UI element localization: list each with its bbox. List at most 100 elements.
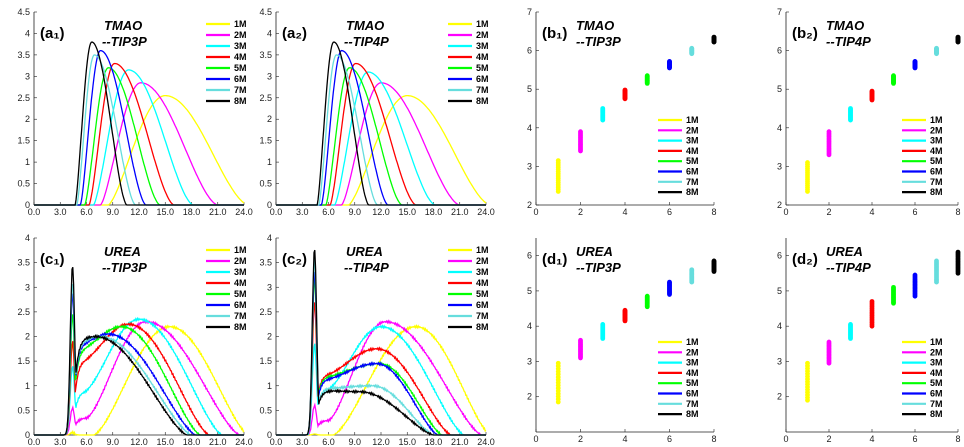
y-tick-label: 3.5 [259, 50, 272, 60]
x-tick-label: 4 [869, 434, 874, 444]
panel-label: (a₂) [282, 25, 307, 42]
y-tick-label: 7 [777, 7, 782, 17]
y-tick-label: 2 [25, 332, 30, 342]
series-line-5M [276, 279, 486, 436]
x-tick-label: 8 [955, 207, 960, 217]
legend-label: 8M [476, 96, 489, 106]
x-tick-label: 3.0 [296, 437, 309, 447]
legend-label: 1M [234, 19, 247, 29]
legend-label: 2M [930, 125, 943, 135]
legend-label: 6M [686, 389, 699, 399]
legend-label: 3M [686, 136, 699, 146]
panel-label: (d₁) [542, 251, 567, 268]
y-tick-label: 6 [527, 251, 532, 261]
y-tick-label: 2 [25, 114, 30, 124]
x-tick-label: 0.0 [270, 437, 283, 447]
legend-label: 5M [686, 378, 699, 388]
legend-label: 3M [930, 358, 943, 368]
chart-title-line1: UREA [576, 244, 613, 259]
legend-label: 4M [686, 146, 699, 156]
x-tick-label: 18.0 [425, 437, 443, 447]
y-tick-label: 5 [777, 84, 782, 94]
scatter-point-6M [912, 59, 918, 64]
legend-label: 4M [930, 146, 943, 156]
x-tick-label: 21.0 [209, 437, 227, 447]
x-tick-label: 6 [912, 207, 917, 217]
x-tick-label: 12.0 [130, 207, 148, 217]
scatter-point-1M [555, 360, 561, 366]
legend-label: 5M [476, 289, 489, 299]
x-tick-label: 9.0 [106, 437, 119, 447]
legend-label: 6M [234, 74, 247, 84]
legend-label: 7M [686, 177, 699, 187]
legend-label: 3M [476, 41, 489, 51]
legend-label: 7M [476, 311, 489, 321]
x-tick-label: 18.0 [183, 437, 201, 447]
scatter-point-1M [805, 360, 810, 366]
y-tick-label: 7 [527, 7, 532, 17]
legend-label: 1M [476, 245, 489, 255]
series-line-8M [34, 266, 244, 436]
y-tick-label: 3.5 [259, 258, 272, 268]
chart-title-line2: --TIP3P [102, 260, 147, 275]
legend-label: 2M [476, 256, 489, 266]
scatter-point-8M [711, 34, 717, 40]
scatter-point-3M [600, 322, 606, 327]
x-tick-label: 6 [912, 434, 917, 444]
legend-label: 6M [686, 167, 699, 177]
chart-panel-c1: 0.0 3.0 6.0 9.0 12.0 15.0 18.0 21.0 24.0 0 0.5 1 1.5… [17, 233, 252, 447]
x-tick-label: 15.0 [156, 207, 174, 217]
scatter-point-5M [644, 73, 650, 79]
x-tick-label: 15.0 [398, 207, 416, 217]
x-tick-label: 0 [783, 434, 788, 444]
y-tick-label: 0.5 [259, 405, 272, 415]
legend-label: 1M [930, 337, 943, 347]
legend-label: 2M [234, 30, 247, 40]
series-line-1M [34, 324, 245, 436]
x-tick-label: 2 [826, 207, 831, 217]
legend-label: 6M [234, 300, 247, 310]
y-tick-label: 0 [267, 200, 272, 210]
y-tick-label: 4.5 [17, 7, 30, 17]
legend-label: 6M [930, 389, 943, 399]
legend-label: 6M [476, 300, 489, 310]
series-line-3M [276, 324, 486, 436]
x-tick-label: 24.0 [235, 207, 253, 217]
y-tick-label: 3 [25, 282, 30, 292]
scatter-point-8M [955, 249, 961, 255]
x-tick-label: 21.0 [451, 437, 469, 447]
y-tick-label: 3 [527, 356, 532, 366]
y-tick-label: 1.5 [259, 136, 272, 146]
y-tick-label: 2 [777, 200, 782, 210]
y-tick-label: 3 [527, 161, 532, 171]
y-tick-label: 3 [267, 282, 272, 292]
legend-label: 8M [686, 187, 699, 197]
scatter-point-2M [578, 337, 583, 343]
series-line-6M [276, 271, 486, 436]
panel-label: (c₁) [40, 251, 65, 268]
legend-label: 8M [686, 409, 699, 419]
chart-title-line1: TMAO [826, 18, 864, 33]
chart-title-line1: TMAO [576, 18, 614, 33]
x-tick-label: 2 [826, 434, 831, 444]
y-tick-label: 1 [25, 157, 30, 167]
chart-title-line2: --TIP4P [826, 260, 871, 275]
scatter-point-5M [891, 73, 896, 79]
legend-label: 2M [234, 256, 247, 266]
scatter-point-4M [622, 87, 628, 93]
x-tick-label: 3.0 [296, 207, 309, 217]
x-tick-label: 2 [578, 434, 583, 444]
x-tick-label: 0 [783, 207, 788, 217]
chart-title-line1: UREA [346, 244, 383, 259]
x-tick-label: 9.0 [106, 207, 119, 217]
series-line-7M [34, 284, 244, 436]
x-tick-label: 24.0 [235, 437, 253, 447]
